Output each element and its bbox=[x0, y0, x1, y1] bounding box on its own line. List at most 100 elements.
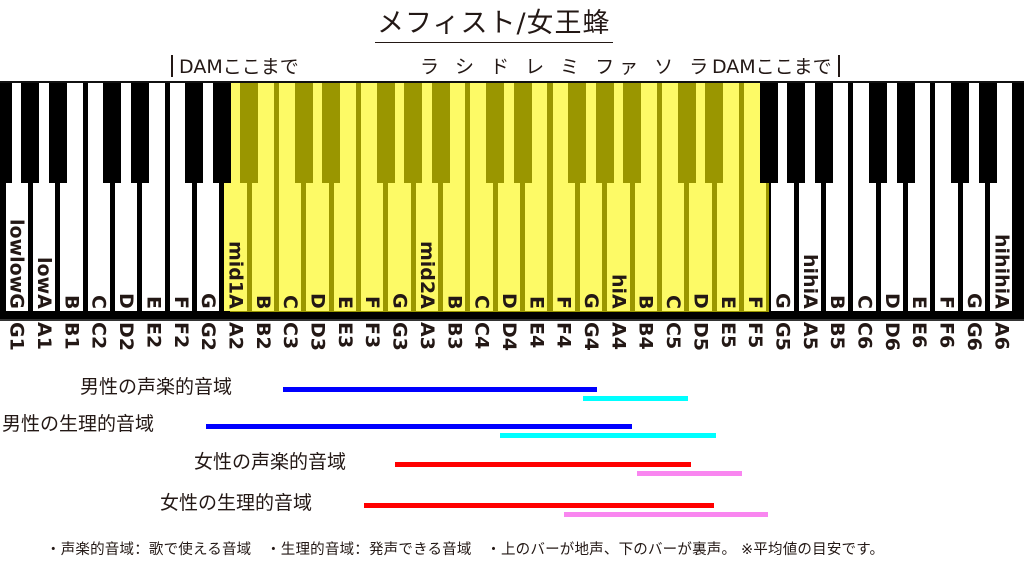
key-label: F bbox=[744, 296, 767, 309]
key-label: hihihiA bbox=[990, 234, 1013, 309]
range-label: 女性の声楽的音域 bbox=[194, 451, 347, 473]
black-key-D5sharp[interactable] bbox=[705, 83, 724, 183]
key-label: C bbox=[662, 295, 685, 309]
key-label: D bbox=[880, 293, 903, 309]
black-key-D3sharp[interactable] bbox=[322, 83, 341, 183]
black-key-F5sharp[interactable] bbox=[759, 83, 778, 183]
key-label: B bbox=[443, 294, 466, 309]
falsetto-bar bbox=[583, 396, 688, 401]
key-label: hihiA bbox=[798, 254, 821, 309]
black-key-A3sharp[interactable] bbox=[431, 83, 450, 183]
chest-voice-bar bbox=[395, 462, 691, 467]
black-key-F1sharp[interactable] bbox=[0, 83, 12, 183]
black-key-F4sharp[interactable] bbox=[568, 83, 587, 183]
dam-limit-left-label: DAMここまで bbox=[179, 56, 299, 78]
key-label: G bbox=[962, 293, 985, 309]
key-label: mid1A bbox=[224, 241, 247, 309]
falsetto-bar bbox=[564, 512, 768, 517]
range-label: 男性の声楽的音域 bbox=[80, 376, 233, 398]
dam-limit-right-label: DAMここまで bbox=[712, 56, 832, 78]
note-name: E4 bbox=[525, 322, 548, 349]
range-label: 男性の生理的音域 bbox=[2, 413, 155, 435]
key-label: D bbox=[115, 293, 138, 309]
key-label: C bbox=[279, 295, 302, 309]
black-key-C6sharp[interactable] bbox=[869, 83, 888, 183]
key-label: C bbox=[87, 295, 110, 309]
note-name: C2 bbox=[87, 322, 110, 350]
note-name: F4 bbox=[552, 322, 575, 349]
black-key-G3sharp[interactable] bbox=[404, 83, 423, 183]
note-name: F3 bbox=[361, 322, 384, 349]
note-name: G1 bbox=[5, 322, 28, 351]
note-name: C3 bbox=[279, 322, 302, 350]
note-name: E5 bbox=[716, 322, 739, 349]
note-name: B4 bbox=[634, 322, 657, 350]
dam-limit-right: DAMここまで bbox=[712, 54, 840, 80]
note-name: G4 bbox=[580, 322, 603, 351]
key-label: D bbox=[689, 293, 712, 309]
falsetto-bar bbox=[637, 471, 742, 476]
note-name: C6 bbox=[853, 322, 876, 350]
black-key-G4sharp[interactable] bbox=[595, 83, 614, 183]
note-name: F5 bbox=[744, 322, 767, 349]
note-name: G2 bbox=[197, 322, 220, 351]
limit-line bbox=[171, 55, 173, 77]
key-label: G bbox=[580, 293, 603, 309]
note-name: B5 bbox=[826, 322, 849, 350]
chest-voice-bar bbox=[206, 424, 632, 429]
falsetto-bar bbox=[500, 433, 716, 438]
limit-line bbox=[837, 55, 840, 77]
note-name: B1 bbox=[60, 322, 83, 350]
dam-limit-left: DAMここまで bbox=[171, 54, 299, 80]
black-key-G5sharp[interactable] bbox=[787, 83, 806, 183]
black-key-C3sharp[interactable] bbox=[294, 83, 313, 183]
key-label: B bbox=[826, 294, 849, 309]
note-name: A2 bbox=[224, 322, 247, 350]
key-label: G bbox=[771, 293, 794, 309]
chest-voice-bar bbox=[283, 387, 597, 392]
key-label: F bbox=[552, 296, 575, 309]
black-key-F3sharp[interactable] bbox=[376, 83, 395, 183]
note-name: C5 bbox=[662, 322, 685, 350]
black-key-G1sharp[interactable] bbox=[21, 83, 40, 183]
note-name: G5 bbox=[771, 322, 794, 351]
key-label: F bbox=[361, 296, 384, 309]
black-key-D2sharp[interactable] bbox=[130, 83, 149, 183]
black-key-C4sharp[interactable] bbox=[486, 83, 505, 183]
black-key-A1sharp[interactable] bbox=[48, 83, 67, 183]
note-name: D4 bbox=[497, 322, 520, 351]
note-name: C4 bbox=[470, 322, 493, 350]
black-key-A5sharp[interactable] bbox=[814, 83, 833, 183]
key-label: F bbox=[169, 296, 192, 309]
note-name: A6 bbox=[990, 322, 1013, 350]
black-key-A4sharp[interactable] bbox=[623, 83, 642, 183]
black-key-G6sharp[interactable] bbox=[978, 83, 997, 183]
key-label: G bbox=[197, 293, 220, 309]
note-name: E6 bbox=[908, 322, 931, 349]
black-key-C2sharp[interactable] bbox=[103, 83, 122, 183]
note-name: D2 bbox=[115, 322, 138, 351]
key-label: lowA bbox=[33, 257, 56, 309]
note-name: E3 bbox=[333, 322, 356, 349]
note-name: F6 bbox=[935, 322, 958, 349]
legend-note: ・声楽的音域：歌で使える音域 ・生理的音域：発声できる音域 ・上のバーが地声、下… bbox=[46, 542, 885, 558]
black-key-G2sharp[interactable] bbox=[212, 83, 231, 183]
black-key-F2sharp[interactable] bbox=[185, 83, 204, 183]
black-key-D4sharp[interactable] bbox=[513, 83, 532, 183]
note-name: B2 bbox=[251, 322, 274, 350]
black-key-F6sharp[interactable] bbox=[951, 83, 970, 183]
key-label: C bbox=[470, 295, 493, 309]
key-label: E bbox=[333, 296, 356, 309]
black-key-A2sharp[interactable] bbox=[240, 83, 259, 183]
note-name: A1 bbox=[33, 322, 56, 350]
note-name: B3 bbox=[443, 322, 466, 350]
note-name: E2 bbox=[142, 322, 165, 349]
key-label: B bbox=[634, 294, 657, 309]
note-name: G6 bbox=[962, 322, 985, 351]
note-name: G3 bbox=[388, 322, 411, 351]
black-key-D6sharp[interactable] bbox=[896, 83, 915, 183]
black-key-C5sharp[interactable] bbox=[677, 83, 696, 183]
key-label: mid2A bbox=[415, 241, 438, 309]
note-name: A5 bbox=[798, 322, 821, 350]
